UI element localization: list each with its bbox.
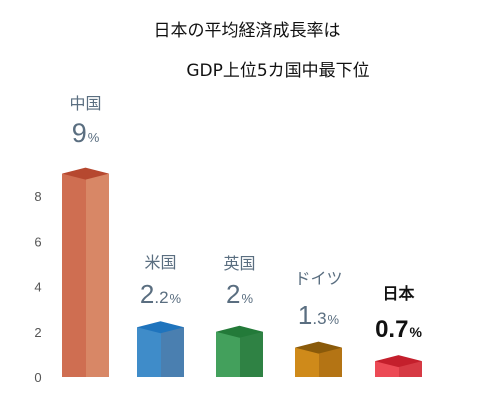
value-label: 2% bbox=[226, 279, 253, 309]
value-unit: % bbox=[241, 291, 253, 306]
bar-side-face bbox=[240, 331, 263, 377]
y-axis: 0 2 4 6 8 bbox=[34, 189, 41, 385]
chart-subtitle: GDP上位5カ国中最下位 bbox=[186, 61, 369, 81]
bars bbox=[62, 167, 422, 377]
value-label: 1.3% bbox=[298, 300, 340, 330]
bar-top-face bbox=[137, 321, 184, 334]
category-label: 米国 bbox=[144, 253, 176, 272]
value-unit: % bbox=[170, 291, 182, 306]
bar-side-face bbox=[86, 173, 109, 377]
y-tick-label: 0 bbox=[34, 370, 41, 385]
bar bbox=[295, 341, 342, 377]
value-main: 2 bbox=[140, 279, 154, 309]
bar-front-face bbox=[137, 327, 161, 377]
y-tick-label: 2 bbox=[34, 325, 41, 340]
y-tick-label: 8 bbox=[34, 189, 41, 204]
y-tick-label: 4 bbox=[34, 280, 41, 295]
bar-top-face bbox=[375, 355, 422, 368]
value-label: 2.2% bbox=[140, 279, 182, 309]
bar bbox=[137, 321, 184, 377]
value-main: 2 bbox=[226, 279, 240, 309]
value-label: 9% bbox=[72, 118, 100, 148]
value-unit: % bbox=[88, 130, 100, 145]
bar-top-face bbox=[295, 341, 342, 354]
bar-front-face bbox=[216, 331, 240, 377]
bar-top-face bbox=[216, 325, 263, 338]
category-label: 日本 bbox=[382, 284, 414, 303]
value-label: 0.7% bbox=[375, 316, 422, 343]
value-main: 9 bbox=[72, 118, 87, 148]
value-main: 1 bbox=[298, 300, 312, 330]
bar bbox=[216, 325, 263, 377]
chart-title: 日本の平均経済成長率は bbox=[154, 21, 341, 41]
bar-side-face bbox=[319, 347, 342, 377]
value-decimal: .2 bbox=[154, 288, 168, 307]
category-label: 中国 bbox=[69, 94, 101, 113]
category-label: 英国 bbox=[223, 254, 255, 273]
y-tick-label: 6 bbox=[34, 234, 41, 249]
value-main: 0.7 bbox=[375, 316, 408, 343]
bar-front-face bbox=[62, 173, 86, 377]
bar-side-face bbox=[161, 327, 184, 377]
bar bbox=[62, 167, 109, 377]
category-label: ドイツ bbox=[294, 269, 342, 288]
bar bbox=[375, 355, 422, 377]
value-unit: % bbox=[328, 312, 340, 327]
value-decimal: .3 bbox=[312, 309, 326, 328]
bar-top-face bbox=[62, 167, 109, 180]
value-unit: % bbox=[409, 324, 422, 340]
